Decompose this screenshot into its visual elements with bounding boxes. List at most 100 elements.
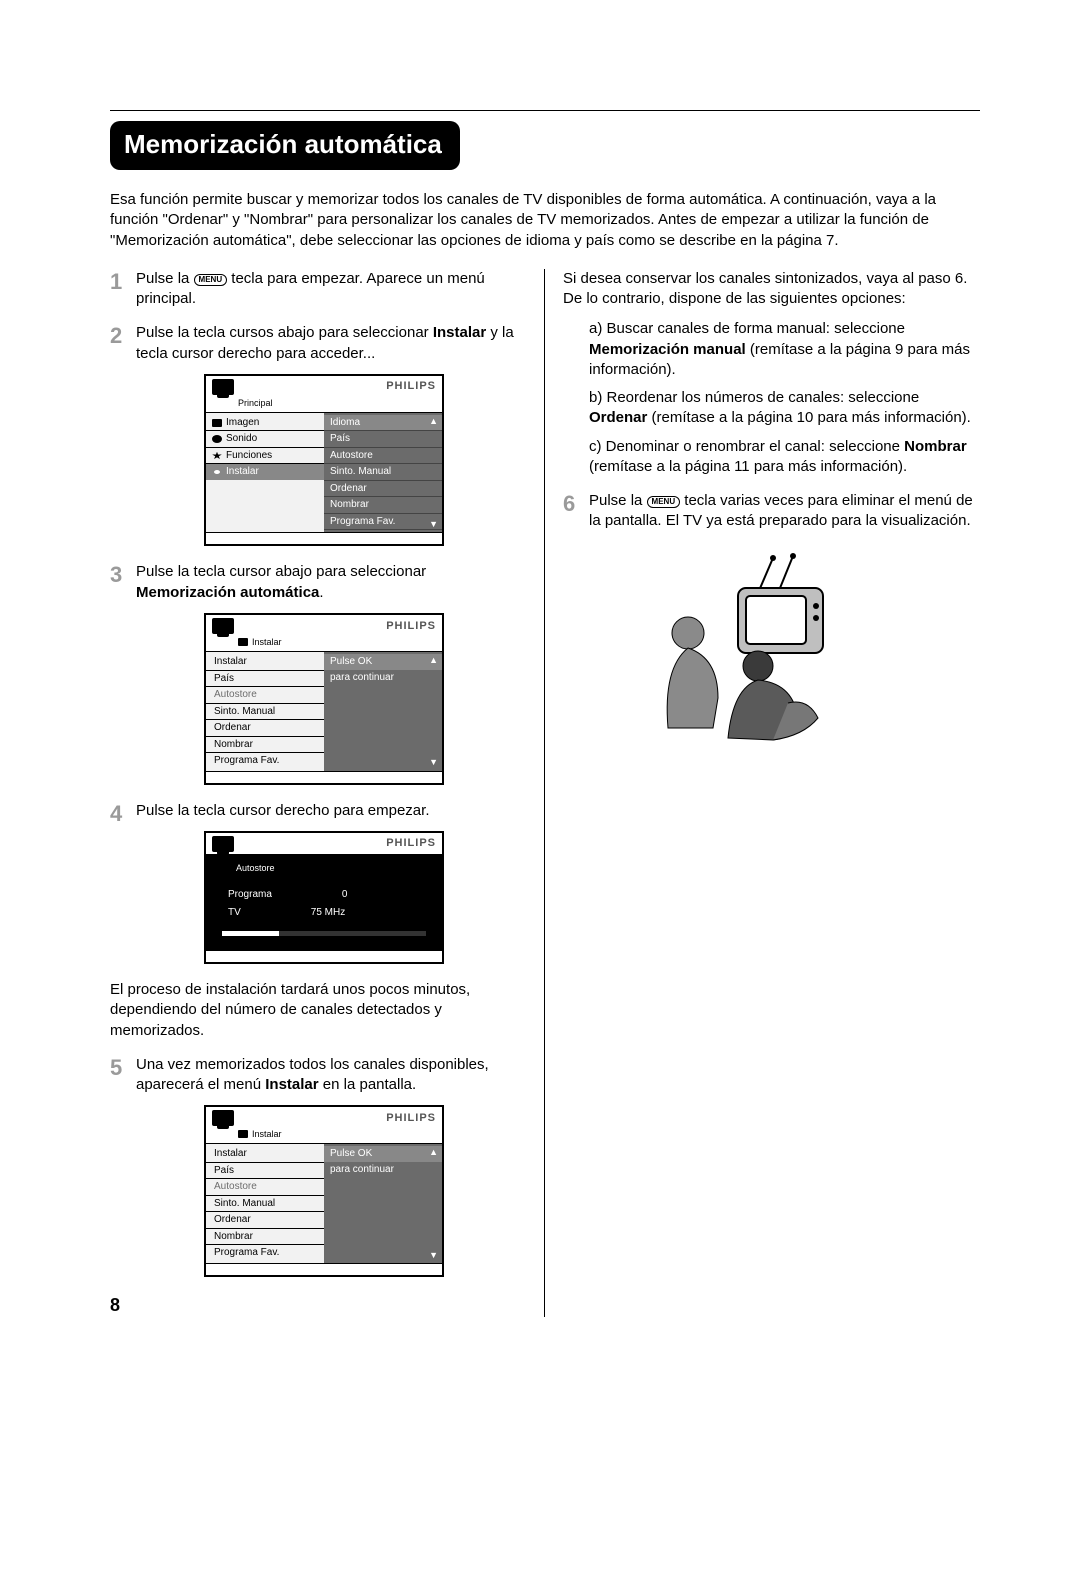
progress-bar <box>222 931 426 936</box>
two-column-layout: Pulse la MENU tecla para empezar. Aparec… <box>110 269 980 1317</box>
tv-icon <box>212 1110 234 1126</box>
osd-left-pane: Imagen Sonido Funciones Instalar <box>206 413 324 533</box>
gear-icon <box>238 638 248 646</box>
submenu-autostore: Autostore <box>324 448 442 465</box>
step-5-text-c: en la pantalla. <box>319 1076 417 1093</box>
menu-item-autostore: Autostore <box>206 1179 324 1196</box>
osd-black-body: Autostore Programa 0 TV 75 MHz <box>206 854 442 950</box>
step-2: Pulse la tecla cursos abajo para selecci… <box>110 323 526 546</box>
step-6: Pulse la MENU tecla varias veces para el… <box>563 491 980 532</box>
sound-icon <box>212 435 222 443</box>
row-value: 0 <box>342 888 348 902</box>
submenu-pais: País <box>324 431 442 448</box>
osd-instalar-1: PHILIPS Instalar Instalar País Autostore… <box>204 613 526 785</box>
step-3-text-c: . <box>319 584 323 601</box>
autostore-row-programa: Programa 0 <box>216 886 432 904</box>
menu-key-icon: MENU <box>194 274 228 286</box>
menu-item: Programa Fav. <box>206 1245 324 1261</box>
submenu-sinto-manual: Sinto. Manual <box>324 464 442 481</box>
option-c: c) Denominar o renombrar el canal: selec… <box>589 437 980 478</box>
left-column: Pulse la MENU tecla para empezar. Aparec… <box>110 269 545 1317</box>
step-3-bold: Memorización automática <box>136 584 319 601</box>
brand-label: PHILIPS <box>386 379 436 394</box>
tv-icon <box>212 836 234 852</box>
row-key: Programa <box>228 888 272 902</box>
row-value: 75 MHz <box>311 906 345 920</box>
menu-item: Sinto. Manual <box>206 704 324 721</box>
osd-left-pane: Instalar País Autostore Sinto. Manual Or… <box>206 1144 324 1263</box>
submenu-programa-fav: Programa Fav. <box>324 514 442 531</box>
osd-autostore: PHILIPS Autostore Programa 0 TV <box>204 831 526 964</box>
step-2-bold: Instalar <box>433 324 486 341</box>
menu-item: Sinto. Manual <box>206 1196 324 1213</box>
menu-key-icon: MENU <box>647 496 681 508</box>
menu-item: Programa Fav. <box>206 753 324 769</box>
osd-breadcrumb: Principal <box>206 397 442 413</box>
section-title: Memorización automática <box>110 121 460 170</box>
illustration-people-tv <box>623 548 980 754</box>
step-6-text-a: Pulse la <box>589 492 647 509</box>
submenu-nombrar: Nombrar <box>324 497 442 514</box>
arrow-up-icon: ▲ <box>429 1146 438 1158</box>
manual-page: Memorización automática Esa función perm… <box>0 0 1080 1377</box>
tv-watching-illustration <box>623 548 853 748</box>
options-sublist: a) Buscar canales de forma manual: selec… <box>563 319 980 477</box>
step-3: Pulse la tecla cursor abajo para selecci… <box>110 562 526 784</box>
image-icon <box>212 419 222 427</box>
step-4: Pulse la tecla cursor derecho para empez… <box>110 801 526 1041</box>
steps-list-left: Pulse la MENU tecla para empezar. Aparec… <box>110 269 526 1277</box>
osd-left-pane: Instalar País Autostore Sinto. Manual Or… <box>206 652 324 771</box>
right-column: Si desea conservar los canales sintoniza… <box>545 269 980 1317</box>
option-b: b) Reordenar los números de canales: sel… <box>589 388 980 429</box>
arrow-down-icon: ▼ <box>429 518 438 530</box>
osd-breadcrumb: Instalar <box>206 1128 442 1144</box>
brand-label: PHILIPS <box>386 1111 436 1126</box>
arrow-up-icon: ▲ <box>429 415 438 427</box>
top-rule <box>110 110 980 111</box>
gear-icon <box>212 468 222 476</box>
autostore-row-tv: TV 75 MHz <box>216 904 432 922</box>
menu-item: Instalar <box>206 1146 324 1163</box>
hint-line-1: Pulse OK <box>324 654 442 670</box>
menu-item: País <box>206 1163 324 1180</box>
submenu-ordenar: Ordenar <box>324 481 442 498</box>
row-key: TV <box>228 906 241 920</box>
osd-right-pane: Pulse OK para continuar ▲ ▼ <box>324 1144 442 1263</box>
menu-item: País <box>206 671 324 688</box>
osd-right-pane: Idioma País Autostore Sinto. Manual Orde… <box>324 413 442 533</box>
osd-principal: PHILIPS Principal Imagen Sonido Funcione… <box>204 374 526 547</box>
arrow-down-icon: ▼ <box>429 756 438 768</box>
menu-item: Nombrar <box>206 1229 324 1246</box>
step-5-bold: Instalar <box>265 1076 318 1093</box>
menu-item-sonido: Sonido <box>206 431 324 448</box>
osd-header: Autostore <box>236 862 432 874</box>
steps-list-right: Pulse la MENU tecla varias veces para el… <box>563 491 980 532</box>
step-2-text-a: Pulse la tecla cursos abajo para selecci… <box>136 324 433 341</box>
step-4-note: El proceso de instalación tardará unos p… <box>110 980 526 1041</box>
intro-paragraph: Esa función permite buscar y memorizar t… <box>110 190 980 251</box>
arrow-up-icon: ▲ <box>429 654 438 666</box>
option-a: a) Buscar canales de forma manual: selec… <box>589 319 980 380</box>
menu-item: Instalar <box>206 654 324 671</box>
menu-item-instalar: Instalar <box>206 464 324 480</box>
star-icon <box>212 452 222 460</box>
osd-right-pane: Pulse OK para continuar ▲ ▼ <box>324 652 442 771</box>
hint-line-1: Pulse OK <box>324 1146 442 1162</box>
brand-label: PHILIPS <box>386 836 436 851</box>
step-3-text-a: Pulse la tecla cursor abajo para selecci… <box>136 563 426 580</box>
menu-item-imagen: Imagen <box>206 415 324 432</box>
menu-item: Ordenar <box>206 1212 324 1229</box>
step-1-text-a: Pulse la <box>136 270 194 287</box>
hint-line-2: para continuar <box>324 670 442 686</box>
submenu-idioma: Idioma <box>324 415 442 432</box>
osd-breadcrumb: Instalar <box>206 636 442 652</box>
gear-icon <box>238 1130 248 1138</box>
menu-item: Nombrar <box>206 737 324 754</box>
step-1: Pulse la MENU tecla para empezar. Aparec… <box>110 269 526 310</box>
step-4-text: Pulse la tecla cursor derecho para empez… <box>136 802 430 819</box>
tv-icon <box>212 618 234 634</box>
brand-label: PHILIPS <box>386 619 436 634</box>
right-intro: Si desea conservar los canales sintoniza… <box>563 269 980 310</box>
menu-item: Ordenar <box>206 720 324 737</box>
menu-item-autostore: Autostore <box>206 687 324 704</box>
